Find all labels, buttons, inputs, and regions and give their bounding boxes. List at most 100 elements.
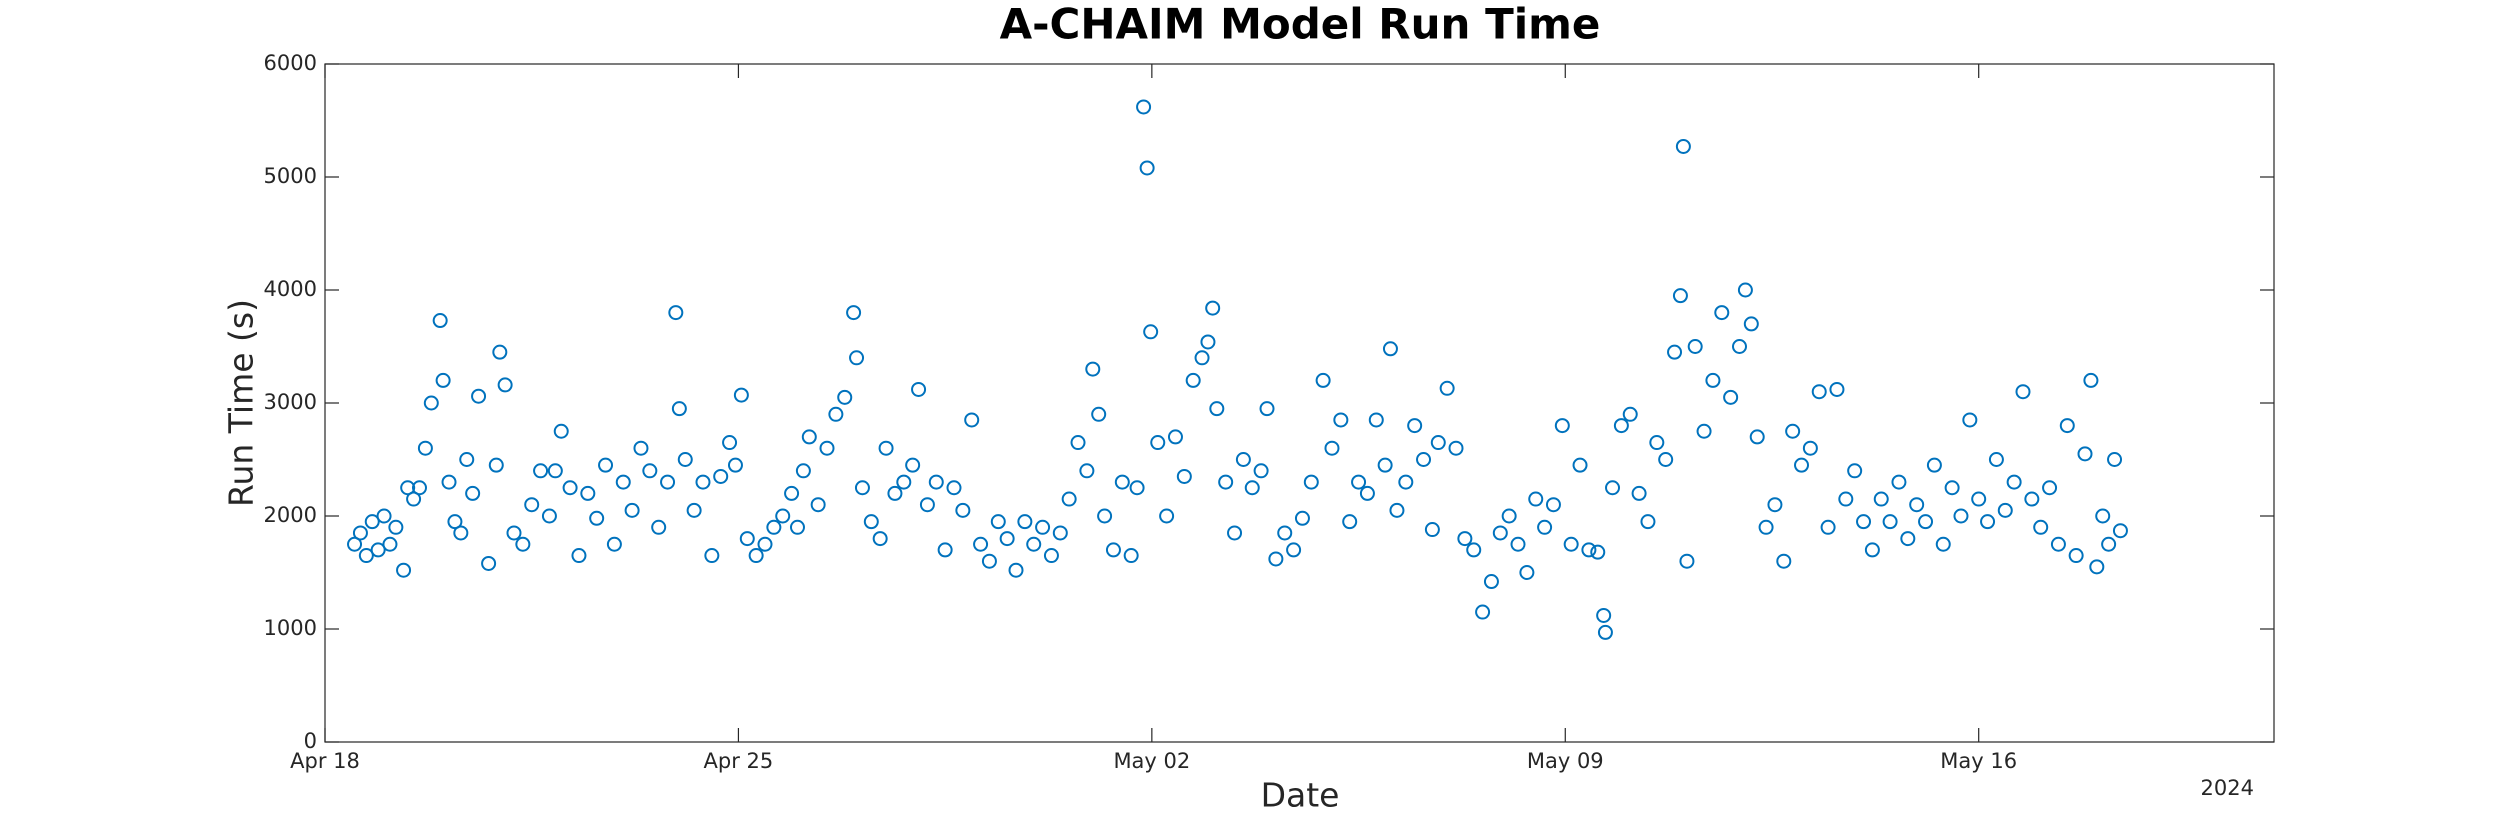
data-point <box>973 536 989 552</box>
data-point <box>1856 514 1872 530</box>
data-point <box>400 480 416 496</box>
data-point <box>1167 429 1183 445</box>
x-axis-label: Date <box>1261 776 1340 815</box>
data-point <box>1209 401 1225 417</box>
data-point <box>1129 480 1145 496</box>
data-point <box>999 531 1015 547</box>
data-point <box>1205 300 1221 316</box>
data-point <box>955 502 971 518</box>
data-point <box>1342 514 1358 530</box>
data-point <box>1492 525 1508 541</box>
y-tick-label: 3000 <box>264 390 317 414</box>
data-point <box>837 389 853 405</box>
data-point <box>722 435 738 451</box>
data-point <box>1909 497 1925 513</box>
data-point <box>1545 497 1561 513</box>
data-point <box>1882 514 1898 530</box>
data-point <box>1737 282 1753 298</box>
data-point <box>1294 510 1310 526</box>
data-point <box>784 485 800 501</box>
data-point <box>633 440 649 456</box>
data-point <box>1061 491 1077 507</box>
data-point <box>1743 316 1759 332</box>
data-point <box>1767 497 1783 513</box>
data-point <box>1705 372 1721 388</box>
data-point <box>1732 339 1748 354</box>
data-point <box>1389 502 1405 518</box>
data-point <box>671 401 687 417</box>
data-point <box>417 440 433 456</box>
data-point <box>1687 339 1703 354</box>
data-point <box>1457 531 1473 547</box>
data-point <box>1613 418 1629 434</box>
data-point <box>1123 548 1139 564</box>
data-point <box>1528 491 1544 507</box>
data-point <box>541 508 557 524</box>
data-point <box>1811 384 1827 400</box>
data-point <box>2068 548 2084 564</box>
data-point <box>1501 508 1517 524</box>
data-point <box>406 491 422 507</box>
data-point <box>1554 418 1570 434</box>
data-point <box>905 457 921 473</box>
data-point <box>580 485 596 501</box>
data-point <box>1333 412 1349 428</box>
data-point <box>2015 384 2031 400</box>
data-point <box>1052 525 1068 541</box>
data-point <box>2042 480 2058 496</box>
data-point <box>1649 435 1665 451</box>
data-point <box>896 474 912 490</box>
data-point <box>1259 401 1275 417</box>
data-point <box>1466 542 1482 558</box>
data-point <box>1439 380 1455 396</box>
data-point <box>1658 452 1674 467</box>
data-point <box>849 350 865 366</box>
data-point <box>497 377 513 393</box>
data-point <box>1368 412 1384 428</box>
data-point <box>1785 423 1801 439</box>
data-point <box>1679 553 1695 569</box>
x-tick-label: May 16 <box>1940 749 2017 773</box>
data-point <box>1988 452 2004 467</box>
data-point <box>1537 519 1553 535</box>
data-point <box>396 562 412 578</box>
data-point <box>795 463 811 479</box>
data-point <box>846 305 862 321</box>
data-point <box>411 480 427 496</box>
data-point <box>2112 523 2128 539</box>
data-point <box>775 508 791 524</box>
data-point <box>598 457 614 473</box>
data-point <box>1953 508 1969 524</box>
data-point <box>928 474 944 490</box>
data-point <box>1235 452 1251 467</box>
data-point <box>668 305 684 321</box>
data-point <box>1218 474 1234 490</box>
data-point <box>1105 542 1121 558</box>
data-point <box>1448 440 1464 456</box>
data-point <box>1085 361 1101 377</box>
data-point <box>1749 429 1765 445</box>
y-axis-label: Run Time (s) <box>222 299 261 507</box>
data-point <box>1286 542 1302 558</box>
y-tick-label: 5000 <box>264 164 317 188</box>
y-tick-label: 2000 <box>264 503 317 527</box>
data-point <box>887 485 903 501</box>
data-point <box>727 457 743 473</box>
data-point <box>2083 372 2099 388</box>
data-point <box>432 313 448 329</box>
data-point <box>1640 514 1656 530</box>
data-point <box>459 452 475 467</box>
data-point <box>388 519 404 535</box>
data-point <box>1159 508 1175 524</box>
data-point <box>1268 551 1284 567</box>
data-point <box>624 502 640 518</box>
data-point <box>660 474 676 490</box>
data-point <box>447 514 463 530</box>
y-tick-label: 4000 <box>264 277 317 301</box>
data-point <box>1675 138 1691 154</box>
data-point <box>1838 491 1854 507</box>
data-point <box>1150 435 1166 451</box>
data-point <box>1351 474 1367 490</box>
